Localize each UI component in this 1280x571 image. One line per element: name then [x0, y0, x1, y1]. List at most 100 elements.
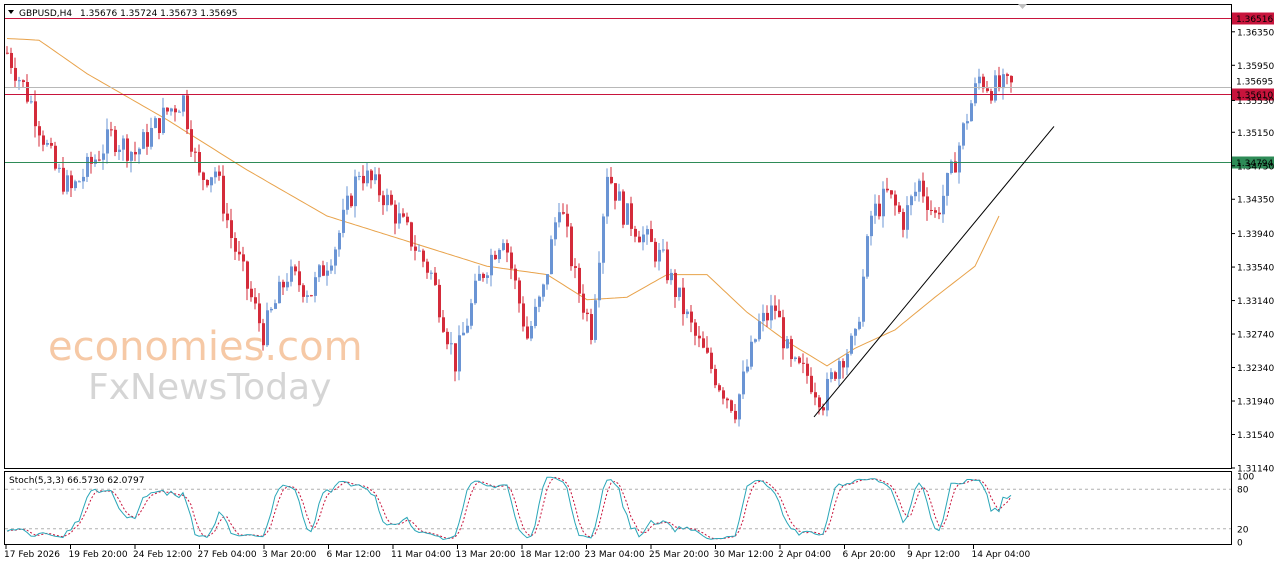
candle — [806, 357, 809, 384]
candle-body — [778, 310, 781, 318]
candle — [278, 275, 281, 304]
time-tick-label: 30 Mar 12:00 — [714, 550, 774, 560]
candles-layer — [6, 46, 1013, 427]
moving-average-line — [6, 38, 1000, 367]
candle — [866, 234, 869, 279]
candle — [290, 259, 293, 287]
candle — [794, 356, 797, 362]
candle-body — [654, 241, 657, 262]
candle — [882, 181, 885, 228]
stoch-axis-label: 100 — [1237, 473, 1254, 483]
candle-body — [618, 191, 621, 201]
candle — [94, 154, 97, 167]
candle-body — [890, 190, 893, 195]
candle — [498, 248, 501, 263]
candle-body — [522, 303, 525, 327]
candle-body — [174, 108, 177, 113]
candle-body — [22, 80, 25, 82]
candle-body — [714, 368, 717, 386]
stoch-axis-label: 80 — [1237, 486, 1249, 496]
candle-body — [614, 183, 617, 201]
candle — [390, 190, 393, 206]
price-tick-label: 1.35150 — [1237, 129, 1274, 139]
candle — [422, 248, 425, 268]
candle — [26, 74, 29, 104]
candle-body — [458, 335, 461, 372]
candle — [134, 141, 137, 162]
price-levels-layer: 1.36516 1.35610 1.34794 1.35695 — [5, 12, 1274, 418]
candle-body — [670, 272, 673, 281]
symbol-dropdown-icon[interactable] — [8, 10, 14, 14]
candle — [746, 359, 749, 374]
candle — [130, 150, 133, 173]
candle-body — [134, 151, 137, 155]
candle-body — [694, 322, 697, 336]
candle — [50, 137, 53, 149]
candle-body — [986, 88, 989, 92]
candle — [510, 246, 513, 280]
candle — [442, 310, 445, 334]
candle — [614, 183, 617, 210]
candle — [118, 145, 121, 161]
candle — [642, 226, 645, 251]
candle-body — [718, 385, 721, 391]
candle-body — [902, 212, 905, 230]
candle — [670, 268, 673, 285]
candle-body — [546, 274, 549, 285]
candle-body — [146, 132, 149, 147]
candle-body — [346, 195, 349, 210]
candle — [10, 47, 13, 74]
price-tick-label: 1.31940 — [1237, 398, 1274, 408]
candle-body — [274, 303, 277, 309]
candle — [470, 298, 473, 330]
chart-shift-marker[interactable] — [1018, 4, 1027, 9]
candle — [990, 88, 993, 104]
candle-body — [226, 213, 229, 221]
candle-body — [74, 181, 77, 189]
candle-body — [322, 265, 325, 276]
candle-body — [930, 209, 933, 211]
candle-body — [882, 188, 885, 217]
candle — [254, 288, 257, 310]
time-tick-label: 3 Mar 20:00 — [262, 550, 317, 560]
candle-body — [830, 372, 833, 379]
candle — [926, 187, 929, 221]
candle — [674, 269, 677, 308]
stoch-axis-label: 0 — [1237, 539, 1243, 549]
symbol-label[interactable]: GBPUSD,H4 — [19, 9, 72, 19]
candle-body — [538, 296, 541, 307]
candle — [202, 171, 205, 191]
candle — [906, 196, 909, 239]
candle-body — [686, 311, 689, 315]
candle-body — [898, 205, 901, 213]
candle-body — [822, 407, 825, 411]
candle — [42, 130, 45, 152]
candle-body — [98, 159, 101, 161]
candle — [534, 298, 537, 329]
candle — [478, 265, 481, 281]
candle — [722, 387, 725, 405]
time-tick-label: 2 Apr 04:00 — [778, 550, 831, 560]
candle-body — [130, 151, 133, 161]
candle-body — [218, 171, 221, 176]
candle — [246, 260, 249, 301]
price-tick-label: 1.35530 — [1237, 97, 1274, 107]
candle-body — [234, 238, 237, 252]
candle — [898, 202, 901, 214]
candle-body — [630, 203, 633, 229]
candle — [518, 277, 521, 313]
candle-body — [682, 287, 685, 315]
candle-body — [914, 191, 917, 197]
candle — [354, 169, 357, 218]
candle — [546, 274, 549, 290]
candle — [638, 230, 641, 243]
candle-body — [646, 229, 649, 235]
candle — [98, 150, 101, 162]
candle-body — [598, 262, 601, 301]
candle-body — [910, 196, 913, 206]
candle-body — [918, 180, 921, 192]
candle-body — [50, 143, 53, 146]
candle — [106, 118, 109, 164]
candle-body — [998, 75, 1001, 89]
